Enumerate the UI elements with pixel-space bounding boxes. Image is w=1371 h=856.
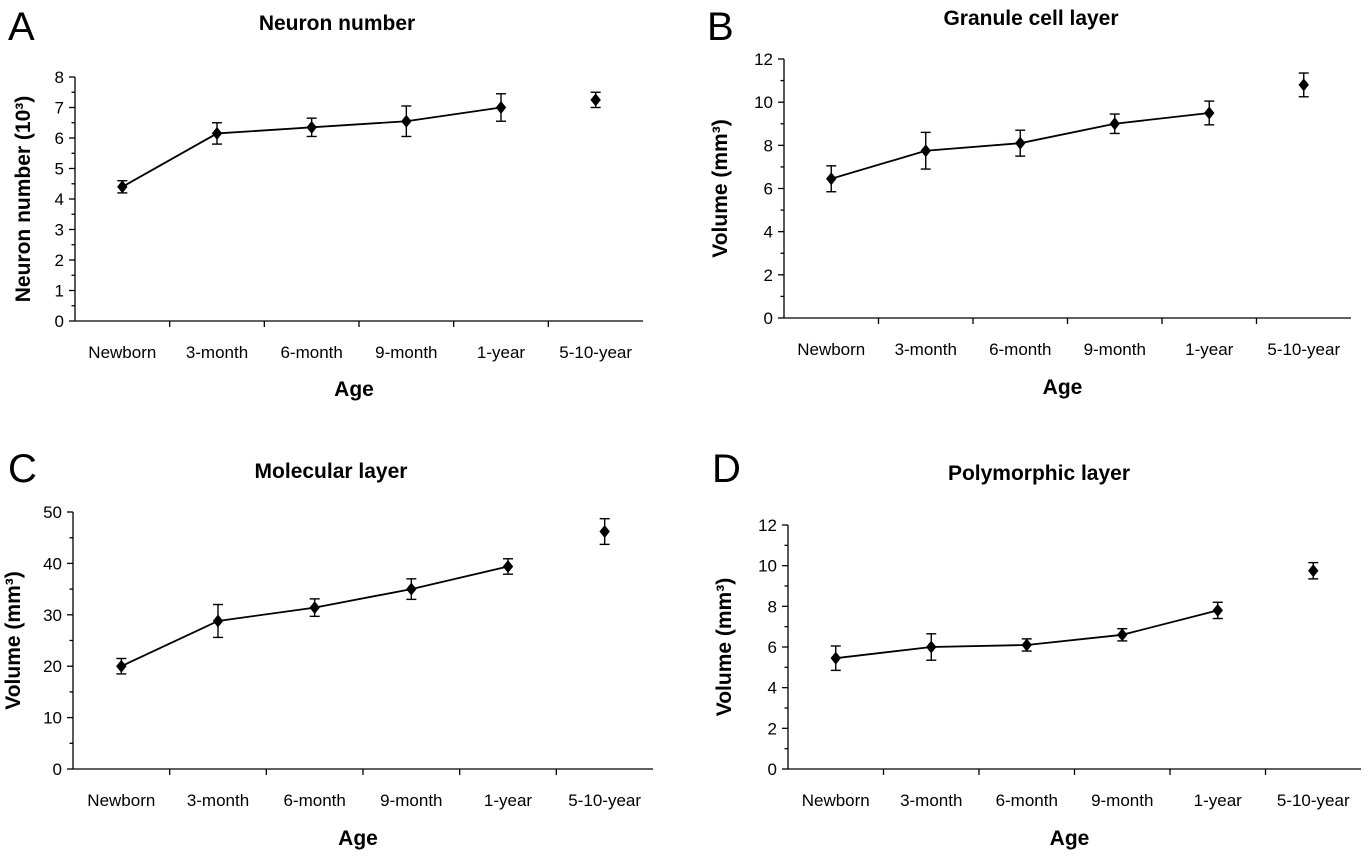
x-tick-label: 3-month	[186, 343, 248, 362]
data-point-marker	[211, 126, 223, 140]
panel-letter: D	[712, 447, 741, 491]
y-tick-label: 7	[55, 99, 64, 118]
x-tick-label: 5-10-year	[1267, 340, 1340, 359]
y-axis-label: Volume (mm³)	[713, 578, 736, 716]
x-axis-label: Age	[1050, 827, 1090, 850]
data-point-marker	[1212, 603, 1223, 617]
data-point-marker	[502, 559, 514, 573]
y-tick-label: 4	[55, 190, 64, 209]
x-tick-label: Newborn	[87, 791, 155, 810]
chart-panel-c: C Molecular layer 0 10 20 30 40 50 Newborn 3-mont…	[2, 447, 653, 850]
data-point-marker	[116, 659, 127, 673]
data-point-marker	[830, 651, 841, 665]
y-tick-label: 10	[758, 557, 777, 576]
x-tick-label: 9-month	[1084, 340, 1146, 359]
y-tick-label: 30	[43, 606, 62, 625]
y-tick-label: 4	[764, 223, 773, 242]
y-tick-label: 4	[768, 679, 777, 698]
chart-title: Polymorphic layer	[948, 462, 1130, 485]
y-tick-label: 8	[55, 68, 64, 87]
y-tick-label: 0	[768, 760, 777, 779]
y-tick-label: 0	[764, 309, 773, 328]
y-axis-label: Neuron number (10³)	[12, 96, 35, 303]
x-tick-label: 9-month	[380, 791, 442, 810]
data-point-marker	[212, 614, 224, 628]
chart-panel-a: A Neuron number 0 1 2 3 4 5 6 7 8 Newborn 3-month 6-m…	[8, 5, 643, 401]
y-tick-label: 2	[764, 266, 773, 285]
x-tick-label: 1-year	[484, 791, 533, 810]
y-tick-label: 40	[43, 554, 62, 573]
x-tick-label: 9-month	[375, 343, 437, 362]
y-tick-label: 2	[768, 719, 777, 738]
y-tick-label: 0	[55, 312, 64, 331]
y-tick-label: 3	[55, 221, 64, 240]
data-point-marker	[1109, 117, 1120, 131]
data-point-marker	[1308, 564, 1319, 578]
data-point-marker	[495, 101, 507, 114]
y-tick-label: 6	[768, 638, 777, 657]
data-point-marker	[926, 640, 937, 654]
y-tick-label: 12	[754, 50, 773, 69]
x-tick-label: 5-10-year	[559, 343, 632, 362]
x-tick-label: 3-month	[900, 791, 962, 810]
x-tick-label: 6-month	[989, 340, 1051, 359]
panel-letter: A	[8, 5, 35, 49]
y-tick-label: 1	[55, 282, 64, 301]
y-tick-label: 0	[53, 760, 62, 779]
data-point-marker	[826, 172, 837, 186]
y-tick-label: 5	[55, 160, 64, 179]
data-point-marker	[599, 525, 610, 539]
x-tick-label: 6-month	[996, 791, 1058, 810]
x-axis-label: Age	[338, 827, 378, 850]
y-axis-label: Volume (mm³)	[2, 571, 25, 709]
y-tick-label: 6	[764, 180, 773, 199]
chart-title: Molecular layer	[255, 460, 408, 483]
chart-title: Granule cell layer	[943, 7, 1118, 30]
x-axis-label: Age	[334, 378, 374, 401]
x-axis-label: Age	[1043, 376, 1083, 399]
y-tick-label: 8	[768, 597, 777, 616]
data-point-marker	[406, 582, 417, 596]
data-point-marker	[920, 144, 931, 158]
x-tick-label: 3-month	[187, 791, 249, 810]
data-point-marker	[401, 114, 412, 128]
x-tick-label: 5-10-year	[568, 791, 641, 810]
y-tick-label: 2	[55, 251, 64, 270]
data-point-marker	[117, 180, 128, 194]
y-tick-label: 8	[764, 136, 773, 155]
x-tick-label: 6-month	[283, 791, 345, 810]
chart-title: Neuron number	[259, 12, 415, 35]
y-tick-label: 10	[43, 709, 62, 728]
data-point-marker	[309, 601, 320, 615]
x-tick-label: Newborn	[88, 343, 156, 362]
y-tick-label: 6	[55, 129, 64, 148]
data-point-marker	[1021, 638, 1032, 652]
data-point-marker	[590, 93, 601, 107]
x-tick-label: 9-month	[1091, 791, 1153, 810]
x-tick-label: 6-month	[280, 343, 342, 362]
chart-panel-b: B Granule cell layer 0 2 4 6 8 10 12 Newborn 3-mon…	[707, 5, 1351, 399]
x-tick-label: 1-year	[477, 343, 526, 362]
x-tick-label: Newborn	[797, 340, 865, 359]
y-tick-label: 12	[758, 516, 777, 535]
x-tick-label: 5-10-year	[1277, 791, 1350, 810]
y-tick-label: 10	[754, 93, 773, 112]
panel-letter: B	[707, 5, 734, 49]
data-point-marker	[1015, 136, 1026, 150]
chart-panel-d: D Polymorphic layer 0 2 4 6 8 10 12 Newborn 3-mont…	[712, 447, 1361, 850]
data-point-marker	[1117, 628, 1128, 642]
x-tick-label: 1-year	[1194, 791, 1243, 810]
data-point-marker	[306, 120, 317, 134]
y-axis-label: Volume (mm³)	[709, 119, 732, 257]
x-tick-label: 1-year	[1185, 340, 1234, 359]
data-point-marker	[1298, 78, 1309, 92]
x-tick-label: 3-month	[895, 340, 957, 359]
x-tick-label: Newborn	[802, 791, 870, 810]
y-tick-label: 50	[43, 503, 62, 522]
panel-letter: C	[8, 447, 37, 491]
y-tick-label: 20	[43, 657, 62, 676]
data-point-marker	[1204, 106, 1215, 120]
